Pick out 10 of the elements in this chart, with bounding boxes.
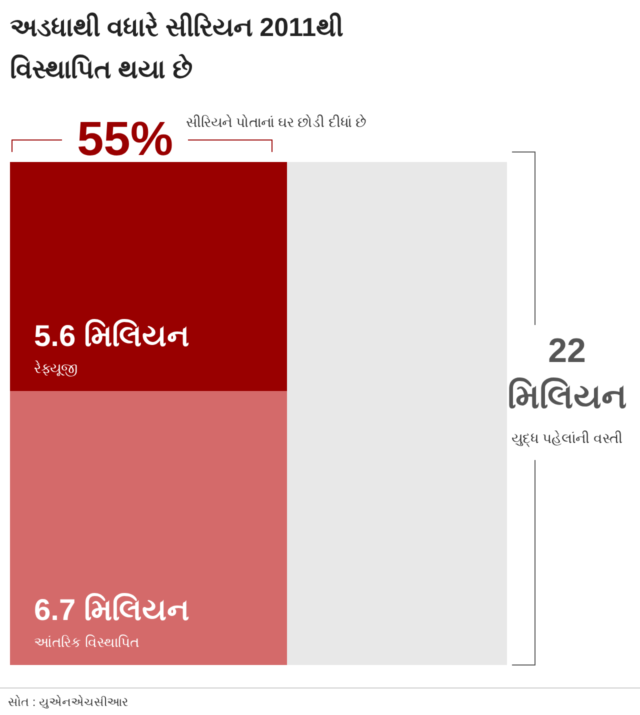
- data-label: 6.7 મિલિયન: [34, 593, 190, 627]
- text: યુદ્ધ પહેલાંની વસ્તી: [512, 430, 622, 447]
- text: સોત : યુએનએચસીઆર: [8, 695, 128, 709]
- text: અડધાથી વધારે સીરિયન 2011થી વિસ્થાપિત થયા છે: [10, 12, 344, 84]
- category-label: આંતરિક વિસ્થાપિત: [34, 634, 139, 650]
- text: 22 મિલિયન: [508, 332, 626, 416]
- data-label: 5.6 મિલિયન: [34, 319, 190, 354]
- text: 55%: [76, 113, 174, 166]
- text: સીરિયને પોતાનાં ઘર છોડી દીધાં છે: [186, 114, 366, 130]
- category-label: રેફ્યૂજી: [34, 360, 78, 376]
